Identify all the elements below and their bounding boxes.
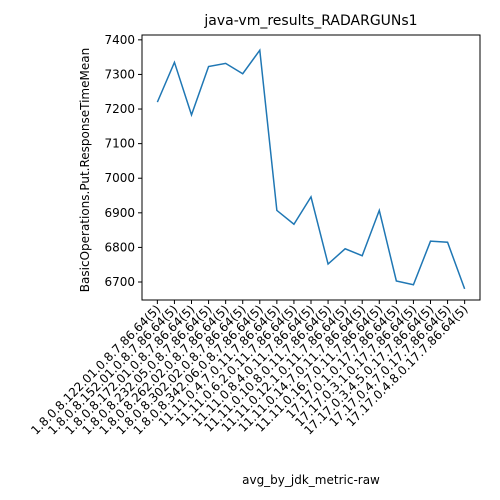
- y-tick-label: 6900: [104, 206, 135, 220]
- y-tick-label: 7000: [104, 171, 135, 185]
- y-tick-label: 6700: [104, 275, 135, 289]
- y-tick-label: 7400: [104, 33, 135, 47]
- chart-title: java-vm_results_RADARGUNs1: [203, 13, 417, 29]
- plot-frame: [141, 34, 481, 301]
- y-axis-label: BasicOperations.Put.ResponseTimeMean: [78, 48, 92, 292]
- y-tick-label: 7300: [104, 67, 135, 81]
- data-line: [156, 48, 466, 290]
- y-tick-label: 7200: [104, 102, 135, 116]
- y-tick-label: 7100: [104, 137, 135, 151]
- y-tick-label: 6800: [104, 240, 135, 254]
- x-axis-label: avg_by_jdk_metric-raw: [242, 473, 380, 487]
